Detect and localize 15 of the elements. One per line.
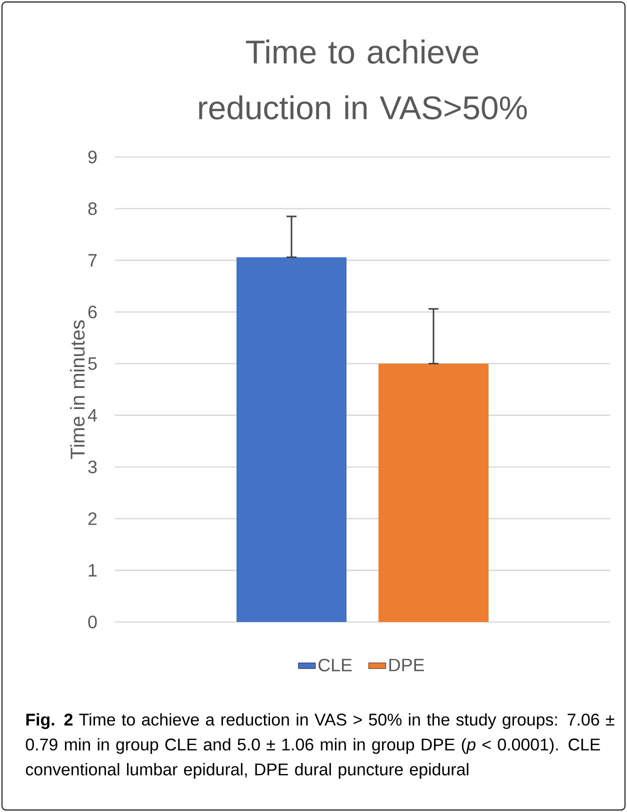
y-tick-label: 2 [88,512,97,525]
y-tick-label: 6 [88,306,97,318]
y-axis-title: Time in minutes [70,320,85,459]
y-tick-label: 1 [88,564,97,576]
text: Fig. 2 Time to achieve a reduction in VAS > 50% in the study groups: 7.06 ± 0.79 min in group CLE and 5.0 ± 1.06 min in group DPE (p < 0.0001). CLE conventional lumbar epidural, DPE dural puncture epidural [26,713,614,779]
legend-label: CLE [318,658,352,672]
y-tick-label: 8 [88,202,97,216]
y-tick-label: 5 [88,357,97,370]
y-tick-label: 4 [88,409,97,422]
y-tick-label: 3 [88,460,97,474]
y-tick-label: 7 [88,254,97,266]
chart-title: Time to achieve reduction in VAS>50% [199,40,527,120]
y-tick-label: 9 [88,150,97,164]
legend-label: DPE [389,658,424,672]
y-tick-label: 0 [88,616,97,628]
